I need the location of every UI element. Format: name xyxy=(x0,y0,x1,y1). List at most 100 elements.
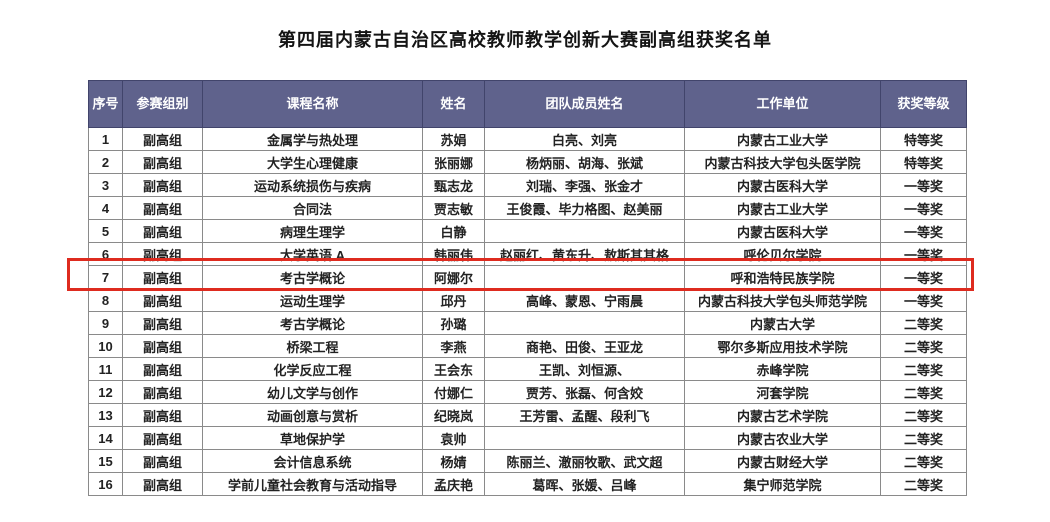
table-cell-group: 副高组 xyxy=(122,219,203,243)
column-header: 课程名称 xyxy=(202,80,423,128)
table-cell-course: 考古学概论 xyxy=(202,265,423,289)
table-cell-team: 贾芳、张磊、何含姣 xyxy=(484,380,685,404)
table-cell-course: 幼儿文学与创作 xyxy=(202,380,423,404)
table-cell-group: 副高组 xyxy=(122,403,203,427)
table-cell-group: 副高组 xyxy=(122,265,203,289)
table-cell-group: 副高组 xyxy=(122,426,203,450)
table-cell-no: 15 xyxy=(88,449,123,473)
table-cell-name: 李燕 xyxy=(422,334,485,358)
table-cell-no: 1 xyxy=(88,127,123,151)
table-cell-no: 10 xyxy=(88,334,123,358)
table-cell-course: 大学生心理健康 xyxy=(202,150,423,174)
table-cell-name: 杨婧 xyxy=(422,449,485,473)
table-cell-group: 副高组 xyxy=(122,150,203,174)
table-cell-course: 动画创意与赏析 xyxy=(202,403,423,427)
table-cell-name: 孙璐 xyxy=(422,311,485,335)
table-cell-award: 二等奖 xyxy=(880,472,967,496)
table-cell-name: 苏娟 xyxy=(422,127,485,151)
column-header: 团队成员姓名 xyxy=(484,80,685,128)
table-cell-award: 二等奖 xyxy=(880,380,967,404)
table-cell-group: 副高组 xyxy=(122,380,203,404)
table-cell-no: 3 xyxy=(88,173,123,197)
table-cell-course: 考古学概论 xyxy=(202,311,423,335)
table-cell-award: 一等奖 xyxy=(880,173,967,197)
table-cell-award: 一等奖 xyxy=(880,242,967,266)
table-cell-team: 王凯、刘恒源、 xyxy=(484,357,685,381)
table-cell-unit: 呼伦贝尔学院 xyxy=(684,242,881,266)
table-cell-no: 11 xyxy=(88,357,123,381)
table-cell-award: 二等奖 xyxy=(880,334,967,358)
table-cell-name: 纪晓岚 xyxy=(422,403,485,427)
table-cell-course: 金属学与热处理 xyxy=(202,127,423,151)
table-cell-team: 王俊霞、毕力格图、赵美丽 xyxy=(484,196,685,220)
table-cell-team: 陈丽兰、澈丽牧歌、武文超 xyxy=(484,449,685,473)
table-row: 13 副高组 动画创意与赏析 纪晓岚 王芳雷、孟醒、段利飞 内蒙古艺术学院 二等奖 xyxy=(88,403,967,427)
table-row: 3 副高组 运动系统损伤与疾病 甄志龙 刘瑞、李强、张金才 内蒙古医科大学 一等奖 xyxy=(88,173,967,197)
table-cell-unit: 赤峰学院 xyxy=(684,357,881,381)
table-cell-no: 4 xyxy=(88,196,123,220)
table-cell-no: 6 xyxy=(88,242,123,266)
table-cell-award: 一等奖 xyxy=(880,265,967,289)
table-row: 1 副高组 金属学与热处理 苏娟 白亮、刘亮 内蒙古工业大学 特等奖 xyxy=(88,127,967,151)
page-title: 第四届内蒙古自治区高校教师教学创新大赛副高组获奖名单 xyxy=(278,30,772,50)
table-cell-award: 一等奖 xyxy=(880,219,967,243)
table-cell-course: 大学英语 A xyxy=(202,242,423,266)
table-cell-name: 付娜仁 xyxy=(422,380,485,404)
table-cell-unit: 河套学院 xyxy=(684,380,881,404)
table-cell-group: 副高组 xyxy=(122,357,203,381)
table-cell-no: 13 xyxy=(88,403,123,427)
table-cell-unit: 内蒙古大学 xyxy=(684,311,881,335)
table-cell-group: 副高组 xyxy=(122,311,203,335)
table-cell-name: 韩丽伟 xyxy=(422,242,485,266)
table-cell-award: 二等奖 xyxy=(880,403,967,427)
table-cell-no: 14 xyxy=(88,426,123,450)
column-header: 工作单位 xyxy=(684,80,881,128)
table-cell-course: 桥梁工程 xyxy=(202,334,423,358)
table-cell-award: 二等奖 xyxy=(880,449,967,473)
table-cell-course: 会计信息系统 xyxy=(202,449,423,473)
table-row: 6 副高组 大学英语 A 韩丽伟 赵丽红、黄东升、敖斯其其格 呼伦贝尔学院 一等奖 xyxy=(88,242,967,266)
table-row: 8 副高组 运动生理学 邱丹 高峰、蒙恩、宁雨晨 内蒙古科技大学包头师范学院 一等奖 xyxy=(88,288,967,312)
column-header: 序号 xyxy=(88,80,123,128)
table-cell-team: 杨炳丽、胡海、张斌 xyxy=(484,150,685,174)
table-cell-team xyxy=(484,311,685,335)
table-cell-team xyxy=(484,265,685,289)
table-cell-name: 邱丹 xyxy=(422,288,485,312)
table-cell-no: 12 xyxy=(88,380,123,404)
table-cell-unit: 内蒙古财经大学 xyxy=(684,449,881,473)
table-cell-course: 化学反应工程 xyxy=(202,357,423,381)
table-cell-name: 贾志敏 xyxy=(422,196,485,220)
table-cell-group: 副高组 xyxy=(122,173,203,197)
table-cell-no: 7 xyxy=(88,265,123,289)
table-row: 4 副高组 合同法 贾志敏 王俊霞、毕力格图、赵美丽 内蒙古工业大学 一等奖 xyxy=(88,196,967,220)
table-cell-team: 赵丽红、黄东升、敖斯其其格 xyxy=(484,242,685,266)
table-cell-name: 白静 xyxy=(422,219,485,243)
table-cell-award: 一等奖 xyxy=(880,288,967,312)
table-cell-team: 王芳雷、孟醒、段利飞 xyxy=(484,403,685,427)
table-cell-name: 张丽娜 xyxy=(422,150,485,174)
table-cell-group: 副高组 xyxy=(122,288,203,312)
table-row: 14 副高组 草地保护学 袁帅 内蒙古农业大学 二等奖 xyxy=(88,426,967,450)
table-cell-course: 病理生理学 xyxy=(202,219,423,243)
table-cell-unit: 鄂尔多斯应用技术学院 xyxy=(684,334,881,358)
table-cell-name: 阿娜尔 xyxy=(422,265,485,289)
table-row: 16 副高组 学前儿童社会教育与活动指导 孟庆艳 葛晖、张媛、吕峰 集宁师范学院 二等奖 xyxy=(88,472,967,496)
column-header: 姓名 xyxy=(422,80,485,128)
table-cell-unit: 内蒙古农业大学 xyxy=(684,426,881,450)
table-row: 5 副高组 病理生理学 白静 内蒙古医科大学 一等奖 xyxy=(88,219,967,243)
table-cell-course: 运动系统损伤与疾病 xyxy=(202,173,423,197)
table-row: 11 副高组 化学反应工程 王会东 王凯、刘恒源、 赤峰学院 二等奖 xyxy=(88,357,967,381)
table-cell-unit: 内蒙古医科大学 xyxy=(684,219,881,243)
table-cell-team xyxy=(484,426,685,450)
table-cell-team: 白亮、刘亮 xyxy=(484,127,685,151)
table-cell-unit: 内蒙古艺术学院 xyxy=(684,403,881,427)
table-cell-group: 副高组 xyxy=(122,334,203,358)
table-cell-unit: 内蒙古医科大学 xyxy=(684,173,881,197)
column-header: 参赛组别 xyxy=(122,80,203,128)
table-row: 15 副高组 会计信息系统 杨婧 陈丽兰、澈丽牧歌、武文超 内蒙古财经大学 二等奖 xyxy=(88,449,967,473)
table-cell-course: 合同法 xyxy=(202,196,423,220)
table-cell-unit: 内蒙古工业大学 xyxy=(684,196,881,220)
table-cell-group: 副高组 xyxy=(122,242,203,266)
table-cell-name: 孟庆艳 xyxy=(422,472,485,496)
table-cell-no: 5 xyxy=(88,219,123,243)
